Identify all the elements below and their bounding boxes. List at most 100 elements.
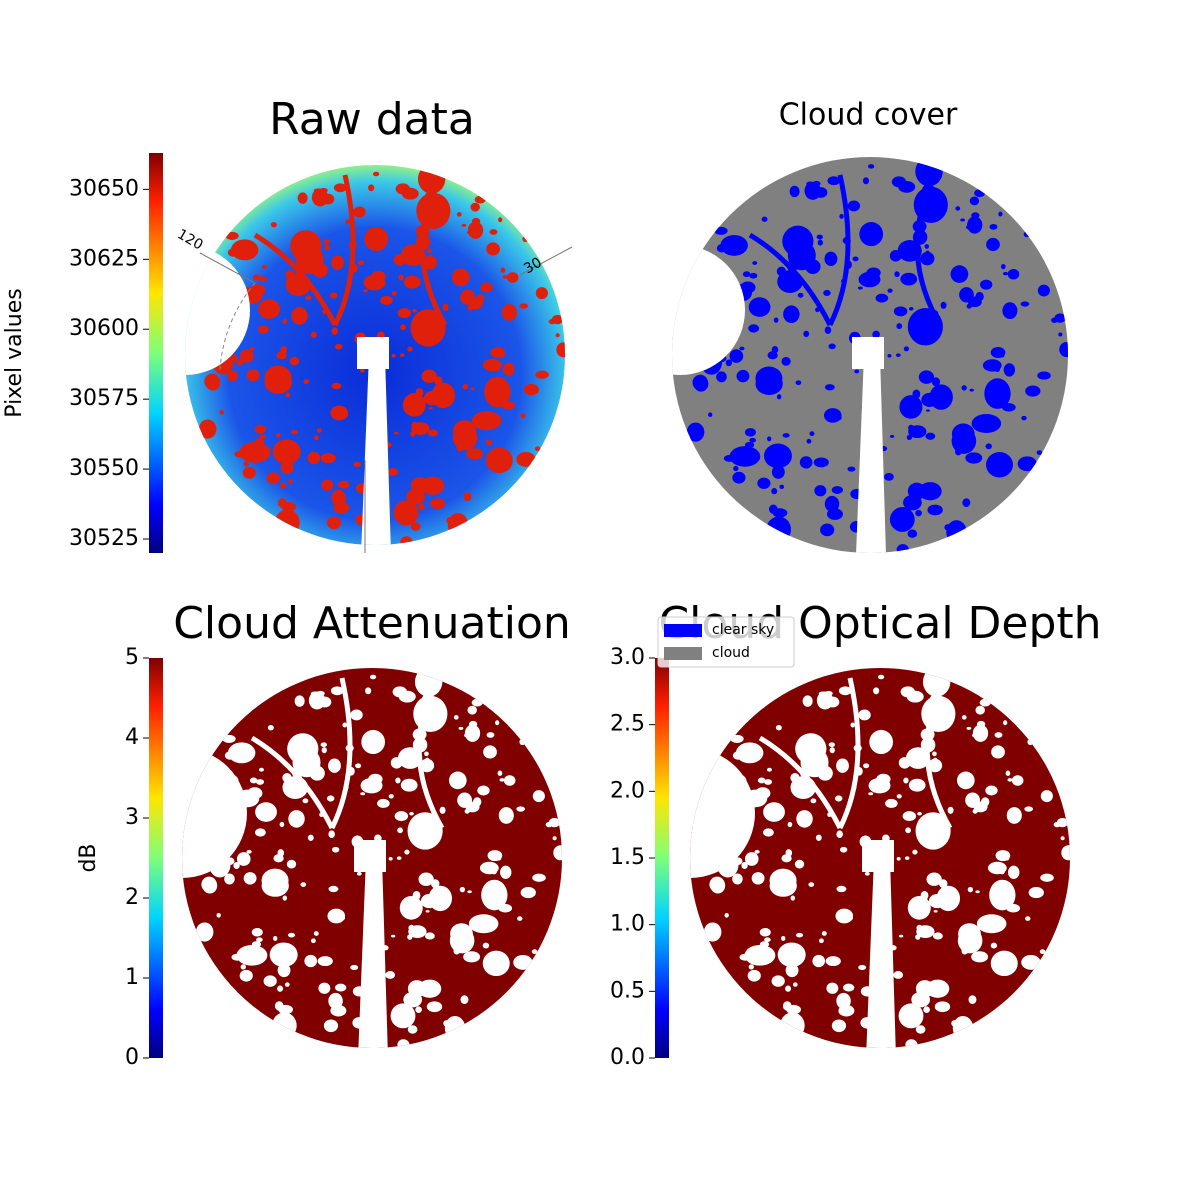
sky-blob — [838, 1004, 855, 1017]
sky-blob — [323, 239, 330, 245]
sky-blob — [498, 217, 503, 223]
annotation: 30 — [521, 255, 544, 278]
sky-blob — [456, 444, 464, 452]
sky-blob — [285, 392, 291, 398]
sky-blob — [902, 811, 917, 822]
sky-blob — [818, 938, 824, 944]
sky-blob — [828, 343, 836, 350]
sky-blob — [391, 353, 396, 358]
sky-blob — [431, 382, 456, 409]
sky-blob — [335, 983, 347, 992]
sky-blob — [393, 254, 406, 266]
sky-blob — [261, 874, 289, 897]
sky-blob — [551, 314, 564, 325]
sky-blob — [243, 461, 249, 467]
sky-blob — [985, 452, 1014, 478]
sky-blob — [995, 850, 1011, 862]
sky-blob — [286, 859, 297, 869]
sky-blob — [732, 751, 744, 760]
sky-blob — [323, 1019, 339, 1033]
sky-blob — [336, 915, 346, 921]
sky-blob — [748, 324, 760, 333]
sky-blob — [350, 709, 363, 721]
sky-blob — [485, 447, 513, 474]
sky-blob — [257, 325, 269, 334]
sky-blob — [290, 230, 322, 262]
sky-blob — [394, 811, 409, 822]
sky-blob — [397, 308, 412, 319]
sky-blob — [552, 836, 557, 841]
sky-blob — [969, 388, 974, 392]
sky-blob — [259, 276, 268, 282]
sky-blob — [999, 869, 1005, 875]
sky-blob — [556, 342, 565, 358]
sky-blob — [747, 969, 761, 982]
sky-blob — [222, 734, 236, 743]
sky-blob — [399, 353, 405, 357]
sky-blob — [966, 726, 972, 730]
obstruction — [856, 355, 886, 553]
sky-blob — [246, 849, 252, 854]
sky-blob — [402, 393, 426, 417]
legend-label: cloud — [712, 645, 750, 661]
sky-blob — [794, 859, 805, 869]
sky-blob — [797, 292, 804, 298]
sky-blob — [976, 914, 1007, 934]
sky-blob — [972, 724, 989, 742]
sky-blob — [1002, 302, 1018, 320]
sky-blob — [733, 465, 739, 472]
colorbar-tick-label: 2 — [125, 885, 139, 910]
sky-blob — [749, 272, 758, 279]
sky-blob — [242, 466, 256, 479]
sky-blob — [497, 770, 503, 776]
sky-blob — [868, 777, 891, 794]
sky-blob — [933, 328, 940, 335]
obstruction — [185, 245, 250, 375]
sky-blob — [462, 383, 469, 390]
sky-blob — [843, 983, 855, 992]
sky-blob — [406, 488, 426, 505]
sky-blob — [333, 183, 347, 193]
sky-blob — [785, 985, 792, 992]
sky-blob — [279, 821, 285, 828]
sky-blob — [1036, 450, 1043, 455]
sky-blob — [967, 216, 983, 234]
sky-blob — [965, 452, 983, 464]
sky-blob — [761, 216, 768, 222]
sky-blob — [839, 213, 844, 219]
sky-blob — [427, 429, 438, 437]
sky-blob — [280, 482, 287, 489]
sky-blob — [958, 923, 981, 945]
sky-blob — [732, 873, 743, 885]
sky-blob — [321, 479, 334, 491]
sky-blob — [831, 486, 843, 494]
sky-blob — [1040, 790, 1053, 803]
sky-blob — [432, 832, 439, 839]
sky-blob — [950, 265, 969, 283]
sky-blob — [230, 239, 259, 261]
sky-blob — [513, 954, 533, 970]
sky-blob — [391, 291, 397, 296]
sky-image — [690, 668, 1070, 1048]
sky-blob — [896, 544, 909, 553]
sky-blob — [810, 798, 817, 804]
sky-blob — [451, 268, 470, 287]
sky-blob — [1002, 271, 1009, 276]
sky-blob — [1003, 363, 1016, 377]
obstruction — [354, 840, 386, 872]
sky-blob — [490, 347, 506, 359]
sky-blob — [415, 387, 424, 398]
sky-blob — [896, 323, 903, 330]
sky-blob — [195, 922, 214, 942]
sky-blob — [931, 377, 941, 387]
sky-blob — [400, 778, 418, 792]
sky-blob — [453, 420, 476, 442]
sky-blob — [903, 346, 910, 352]
polar-axis — [519, 246, 573, 276]
sky-blob — [425, 910, 430, 913]
sky-blob — [280, 460, 294, 475]
colorbar — [655, 658, 669, 1058]
sky-blob — [716, 244, 728, 253]
sky-crack — [748, 174, 943, 327]
sky-blob — [911, 991, 931, 1008]
